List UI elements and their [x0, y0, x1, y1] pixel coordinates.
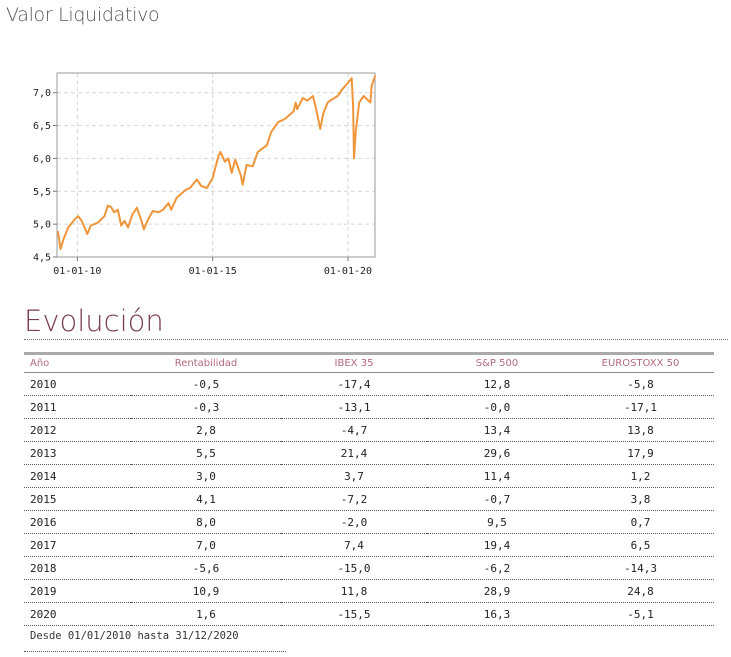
table-row: 2019 10,9 11,8 28,9 24,8	[24, 579, 714, 603]
cell-eurostoxx50: 24,8	[567, 579, 714, 603]
cell-year: 2012	[24, 418, 131, 442]
cell-ibex35: -7,2	[281, 487, 427, 511]
section-title: Evolución	[24, 304, 164, 338]
cell-year: 2020	[24, 602, 131, 626]
y-tick-label: 5,5	[33, 187, 51, 198]
cell-eurostoxx50: -17,1	[567, 395, 714, 419]
evolution-table: Año Rentabilidad IBEX 35 S&P 500 EUROSTO…	[24, 352, 714, 626]
cell-year: 2018	[24, 556, 131, 580]
cell-sp500: -0,7	[427, 487, 567, 511]
table-row: 2015 4,1 -7,2 -0,7 3,8	[24, 487, 714, 511]
cell-eurostoxx50: 1,2	[567, 464, 714, 488]
cell-return: -5,6	[131, 556, 281, 580]
series-line	[57, 75, 376, 251]
cell-eurostoxx50: 0,7	[567, 510, 714, 534]
cell-ibex35: 7,4	[281, 533, 427, 557]
table-row: 2018 -5,6 -15,0 -6,2 -14,3	[24, 556, 714, 580]
table-row: 2020 1,6 -15,5 16,3 -5,1	[24, 602, 714, 626]
y-tick-label: 7,0	[33, 88, 51, 99]
date-range-note: Desde 01/01/2010 hasta 31/12/2020	[30, 630, 239, 642]
cell-ibex35: -15,5	[281, 602, 427, 626]
chart-axes: 4,5 5,0 5,5 6,0 6,5 7,0 01-01-10 01-01-15 01-01-…	[33, 72, 376, 277]
cell-return: 7,0	[131, 533, 281, 557]
nav-line-chart: 4,5 5,0 5,5 6,0 6,5 7,0 01-01-10 01-01-15 01-01-…	[33, 72, 376, 277]
chart-series-layer	[57, 75, 376, 251]
cell-year: 2016	[24, 510, 131, 534]
x-tick-label: 01-01-15	[189, 266, 237, 277]
cell-year: 2017	[24, 533, 131, 557]
cell-year: 2019	[24, 579, 131, 603]
table-row: 2011 -0,3 -13,1 -0,0 -17,1	[24, 395, 714, 419]
cell-eurostoxx50: -5,1	[567, 602, 714, 626]
header-return: Rentabilidad	[131, 352, 281, 373]
chart-title: Valor Liquidativo	[6, 4, 160, 26]
cell-ibex35: 11,8	[281, 579, 427, 603]
cell-eurostoxx50: 13,8	[567, 418, 714, 442]
cell-return: 10,9	[131, 579, 281, 603]
table-row: 2016 8,0 -2,0 9,5 0,7	[24, 510, 714, 534]
cell-sp500: 28,9	[427, 579, 567, 603]
table-row: 2014 3,0 3,7 11,4 1,2	[24, 464, 714, 488]
y-tick-label: 6,0	[33, 154, 51, 165]
cell-ibex35: -4,7	[281, 418, 427, 442]
y-tick-label: 4,5	[33, 253, 51, 264]
cell-return: 3,0	[131, 464, 281, 488]
cell-sp500: 29,6	[427, 441, 567, 465]
cell-return: 5,5	[131, 441, 281, 465]
cell-ibex35: 21,4	[281, 441, 427, 465]
cell-sp500: 19,4	[427, 533, 567, 557]
cell-eurostoxx50: 17,9	[567, 441, 714, 465]
table-row: 2017 7,0 7,4 19,4 6,5	[24, 533, 714, 557]
cell-year: 2010	[24, 372, 131, 396]
cell-sp500: -6,2	[427, 556, 567, 580]
table-row: 2010 -0,5 -17,4 12,8 -5,8	[24, 372, 714, 396]
cell-return: -0,5	[131, 372, 281, 396]
cell-return: -0,3	[131, 395, 281, 419]
header-year: Año	[24, 352, 131, 373]
table-header-row: Año Rentabilidad IBEX 35 S&P 500 EUROSTO…	[24, 352, 714, 373]
cell-sp500: -0,0	[427, 395, 567, 419]
cell-return: 2,8	[131, 418, 281, 442]
table-body: 2010 -0,5 -17,4 12,8 -5,8 2011 -0,3 -13,1 -0,0 -1…	[24, 372, 714, 626]
cell-eurostoxx50: 3,8	[567, 487, 714, 511]
table-row: 2012 2,8 -4,7 13,4 13,8	[24, 418, 714, 442]
cell-year: 2011	[24, 395, 131, 419]
cell-eurostoxx50: 6,5	[567, 533, 714, 557]
cell-ibex35: -17,4	[281, 372, 427, 396]
y-tick-label: 5,0	[33, 220, 51, 231]
cell-sp500: 16,3	[427, 602, 567, 626]
section-divider	[24, 339, 728, 340]
y-tick-label: 6,5	[33, 121, 51, 132]
table-row: 2013 5,5 21,4 29,6 17,9	[24, 441, 714, 465]
header-ibex35: IBEX 35	[281, 352, 427, 373]
cell-return: 4,1	[131, 487, 281, 511]
cell-sp500: 13,4	[427, 418, 567, 442]
cell-eurostoxx50: -14,3	[567, 556, 714, 580]
footnote-divider	[24, 651, 286, 652]
cell-eurostoxx50: -5,8	[567, 372, 714, 396]
cell-sp500: 11,4	[427, 464, 567, 488]
header-eurostoxx50: EUROSTOXX 50	[567, 352, 714, 373]
cell-sp500: 12,8	[427, 372, 567, 396]
cell-return: 1,6	[131, 602, 281, 626]
cell-return: 8,0	[131, 510, 281, 534]
x-tick-label: 01-01-10	[53, 266, 101, 277]
header-sp500: S&P 500	[427, 352, 567, 373]
cell-year: 2015	[24, 487, 131, 511]
cell-year: 2014	[24, 464, 131, 488]
cell-ibex35: -15,0	[281, 556, 427, 580]
cell-sp500: 9,5	[427, 510, 567, 534]
cell-ibex35: -13,1	[281, 395, 427, 419]
cell-ibex35: 3,7	[281, 464, 427, 488]
cell-ibex35: -2,0	[281, 510, 427, 534]
cell-year: 2013	[24, 441, 131, 465]
plot-frame	[56, 72, 376, 258]
x-tick-label: 01-01-20	[324, 266, 372, 277]
